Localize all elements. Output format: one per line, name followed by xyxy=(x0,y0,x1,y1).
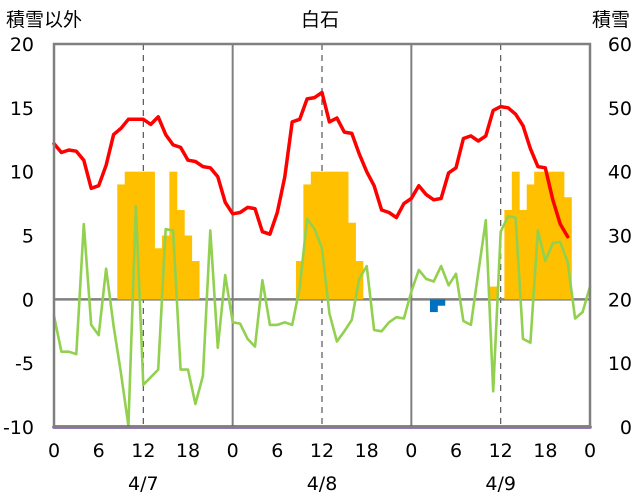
bar-0-12 xyxy=(303,184,312,300)
bar-1-0 xyxy=(429,299,438,313)
bar-1-1 xyxy=(437,299,446,306)
bar-0-9 xyxy=(184,235,193,300)
y-left-tick-label: 5 xyxy=(22,226,34,248)
y-left-tick-label: 15 xyxy=(10,98,34,120)
bar-0-6 xyxy=(161,235,170,300)
date-label: 4/7 xyxy=(128,473,159,495)
y-right-tick-label: 30 xyxy=(608,226,632,248)
x-tick-label: 6 xyxy=(271,440,283,462)
x-tick-label: 18 xyxy=(533,440,557,462)
right-axis-label: 積雪 xyxy=(592,9,630,31)
date-label: 4/8 xyxy=(307,473,338,495)
date-label: 4/9 xyxy=(485,473,516,495)
plot-frame xyxy=(52,42,592,429)
bar-0-21 xyxy=(504,209,513,300)
x-tick-label: 0 xyxy=(227,440,239,462)
series-line-2 xyxy=(52,90,570,239)
x-tick-label: 0 xyxy=(48,440,60,462)
bar-0-29 xyxy=(563,197,572,300)
bar-0-5 xyxy=(154,248,163,300)
left-axis-label: 積雪以外 xyxy=(6,9,82,31)
bar-0-13 xyxy=(310,171,319,300)
y-left-tick-label: 10 xyxy=(10,162,34,184)
x-tick-label: 0 xyxy=(584,440,596,462)
y-left-tick-label: -10 xyxy=(3,417,34,439)
bar-0-3 xyxy=(139,171,148,300)
y-right-tick-label: 50 xyxy=(608,98,632,120)
bar-0-26 xyxy=(541,171,550,300)
y-right-tick-label: 40 xyxy=(608,162,632,184)
x-tick-label: 6 xyxy=(450,440,462,462)
x-tick-label: 0 xyxy=(405,440,417,462)
x-tick-label: 12 xyxy=(131,440,155,462)
bar-0-8 xyxy=(176,209,185,300)
bar-0-20 xyxy=(489,286,498,300)
y-right-tick-label: 10 xyxy=(608,353,632,375)
bar-0-14 xyxy=(318,171,327,300)
x-tick-label: 6 xyxy=(93,440,105,462)
bar-0-27 xyxy=(549,171,557,300)
y-right-tick-label: 20 xyxy=(608,289,632,311)
plot-border xyxy=(52,42,592,429)
bar-0-28 xyxy=(556,171,565,300)
bar-0-15 xyxy=(325,171,334,300)
chart-title: 白石 xyxy=(301,9,339,31)
bar-0-23 xyxy=(519,209,528,300)
bar-0-18 xyxy=(348,222,356,300)
bar-0-4 xyxy=(147,171,155,300)
bar-0-1 xyxy=(124,171,133,300)
y-left-tick-label: -5 xyxy=(15,353,34,375)
y-right-tick-label: 60 xyxy=(608,34,632,56)
x-tick-label: 18 xyxy=(176,440,200,462)
y-left-tick-label: 0 xyxy=(22,289,34,311)
bar-0-16 xyxy=(333,171,342,300)
bar-0-17 xyxy=(340,171,349,300)
x-tick-label: 18 xyxy=(355,440,379,462)
series-line-3 xyxy=(52,204,592,428)
bar-0-0 xyxy=(117,184,126,300)
y-right-tick-label: 0 xyxy=(620,417,632,439)
bar-0-10 xyxy=(191,261,200,300)
bar-0-24 xyxy=(526,184,535,300)
y-left-tick-label: 20 xyxy=(10,34,34,56)
x-tick-label: 12 xyxy=(489,440,513,462)
x-tick-label: 12 xyxy=(310,440,334,462)
